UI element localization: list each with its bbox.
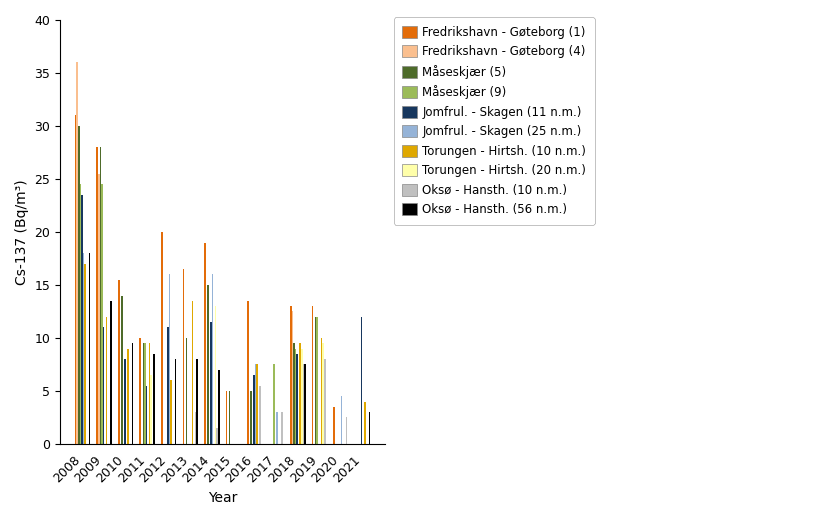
Bar bbox=[121, 295, 122, 444]
Bar bbox=[185, 338, 187, 444]
Bar bbox=[182, 269, 184, 444]
Bar bbox=[321, 338, 322, 444]
Bar bbox=[215, 306, 216, 444]
Bar bbox=[127, 348, 129, 444]
Bar bbox=[146, 386, 147, 444]
Bar bbox=[78, 126, 79, 444]
Bar bbox=[212, 275, 213, 444]
Bar bbox=[170, 381, 172, 444]
Bar bbox=[300, 348, 302, 444]
Bar bbox=[106, 317, 108, 444]
Bar bbox=[110, 301, 112, 444]
Bar bbox=[96, 147, 98, 444]
Bar bbox=[225, 391, 227, 444]
Bar bbox=[293, 343, 294, 444]
Bar bbox=[323, 359, 325, 444]
Bar bbox=[160, 232, 162, 444]
Bar bbox=[99, 147, 101, 444]
Y-axis label: Cs-137 (Bq/m³): Cs-137 (Bq/m³) bbox=[15, 179, 29, 285]
Bar bbox=[256, 365, 257, 444]
Bar bbox=[289, 306, 291, 444]
Bar bbox=[192, 301, 194, 444]
Bar bbox=[196, 359, 198, 444]
Bar bbox=[84, 264, 86, 444]
Bar bbox=[167, 328, 169, 444]
Bar bbox=[259, 386, 261, 444]
Bar bbox=[117, 280, 119, 444]
Bar bbox=[299, 343, 300, 444]
X-axis label: Year: Year bbox=[208, 491, 237, 505]
Bar bbox=[345, 418, 347, 444]
Bar bbox=[273, 365, 275, 444]
Bar bbox=[314, 317, 316, 444]
Bar bbox=[361, 317, 362, 444]
Bar bbox=[368, 412, 370, 444]
Bar bbox=[139, 338, 141, 444]
Bar bbox=[291, 311, 293, 444]
Bar bbox=[81, 195, 83, 444]
Bar bbox=[364, 401, 365, 444]
Bar bbox=[332, 407, 334, 444]
Bar bbox=[149, 343, 151, 444]
Bar bbox=[228, 391, 230, 444]
Bar bbox=[194, 412, 196, 444]
Bar bbox=[103, 328, 104, 444]
Bar bbox=[144, 343, 146, 444]
Bar bbox=[98, 174, 99, 444]
Bar bbox=[207, 285, 208, 444]
Bar bbox=[276, 412, 278, 444]
Bar bbox=[253, 375, 255, 444]
Bar bbox=[124, 359, 126, 444]
Bar bbox=[169, 275, 170, 444]
Bar bbox=[101, 184, 103, 444]
Bar bbox=[131, 343, 133, 444]
Bar bbox=[280, 412, 282, 444]
Bar bbox=[294, 348, 296, 444]
Legend: Fredrikshavn - Gøteborg (1), Fredrikshavn - Gøteborg (4), Måseskjær (5), Måseskj: Fredrikshavn - Gøteborg (1), Fredrikshav… bbox=[394, 18, 594, 225]
Bar bbox=[174, 359, 176, 444]
Bar bbox=[83, 253, 84, 444]
Bar bbox=[296, 354, 298, 444]
Bar bbox=[76, 62, 78, 444]
Bar bbox=[74, 115, 76, 444]
Bar bbox=[203, 243, 205, 444]
Bar bbox=[255, 365, 256, 444]
Bar bbox=[250, 391, 251, 444]
Bar bbox=[218, 370, 219, 444]
Bar bbox=[246, 301, 248, 444]
Bar bbox=[302, 365, 304, 444]
Bar bbox=[153, 354, 155, 444]
Bar bbox=[322, 343, 323, 444]
Bar bbox=[210, 322, 212, 444]
Bar bbox=[79, 184, 81, 444]
Bar bbox=[316, 317, 318, 444]
Bar bbox=[216, 428, 218, 444]
Bar bbox=[311, 306, 313, 444]
Bar bbox=[341, 396, 342, 444]
Bar bbox=[304, 365, 305, 444]
Bar bbox=[142, 343, 144, 444]
Bar bbox=[88, 253, 90, 444]
